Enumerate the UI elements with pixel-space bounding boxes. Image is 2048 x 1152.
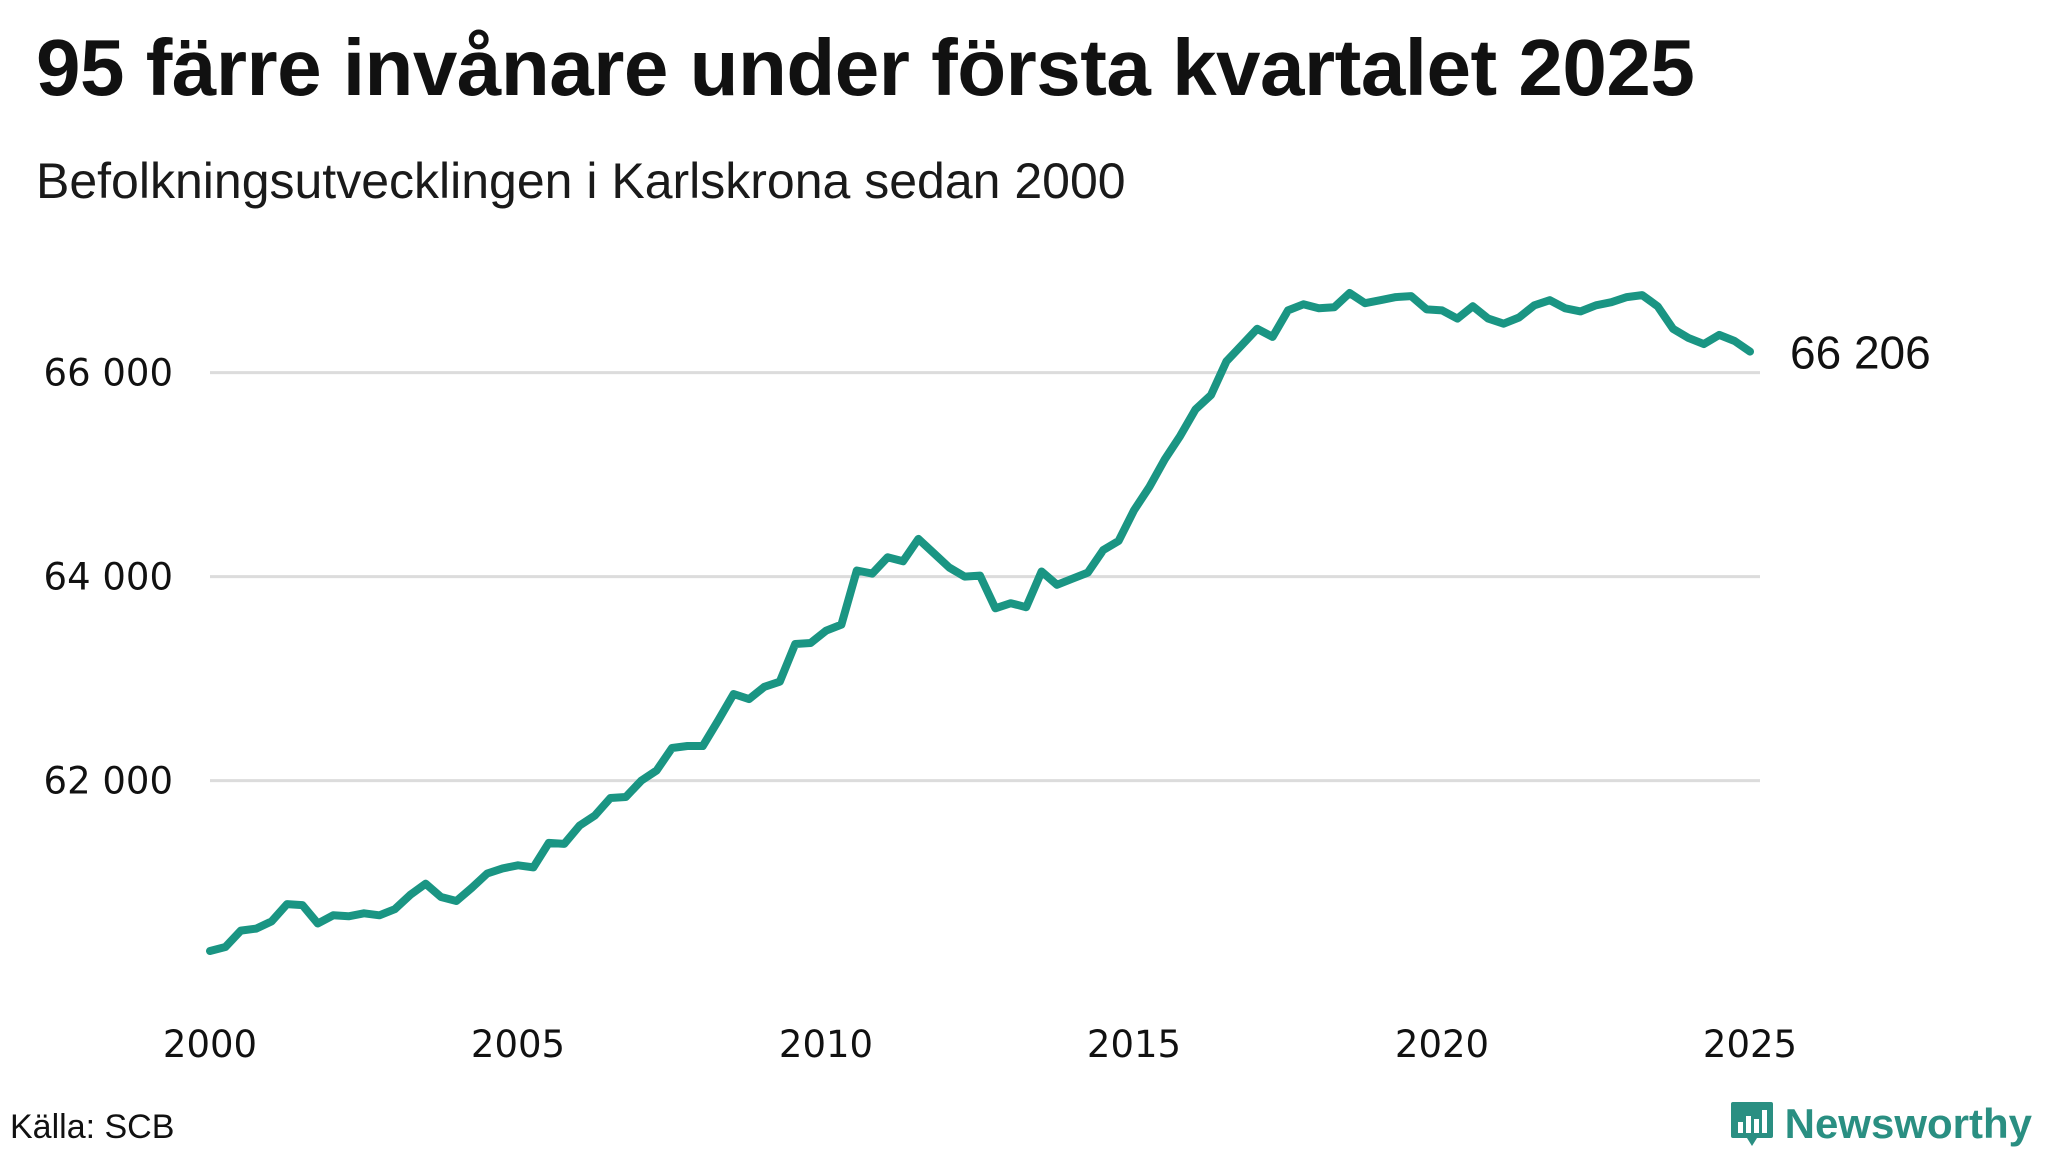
data-series (206, 289, 1754, 955)
brand-logo[interactable]: Newsworthy (1729, 1100, 2032, 1148)
x-tick-label: 2025 (1703, 1023, 1797, 1066)
chart-title: 95 färre invånare under första kvartalet… (36, 23, 1695, 112)
y-tick-label: 62 000 (44, 760, 173, 803)
x-tick-label: 2020 (1395, 1023, 1489, 1066)
x-tick-label: 2000 (163, 1023, 257, 1066)
x-axis-tick-labels: 2000 2005 2010 2015 2020 2025 (163, 1023, 1797, 1066)
newsworthy-logo-icon (1730, 1102, 1773, 1146)
x-tick-label: 2005 (471, 1023, 565, 1066)
annotations: 66 206 (1790, 327, 1931, 379)
chart-subtitle: Befolkningsutvecklingen i Karlskrona sed… (36, 153, 1126, 209)
y-tick-label: 64 000 (44, 556, 173, 599)
gridlines (210, 371, 1760, 783)
x-tick-label: 2010 (779, 1023, 873, 1066)
end-value-label: 66 206 (1790, 327, 1931, 379)
population-line (206, 289, 1754, 955)
y-tick-label: 66 000 (44, 352, 173, 395)
y-axis-tick-labels: 62 000 64 000 66 000 (44, 352, 173, 803)
brand-name: Newsworthy (1784, 1100, 2032, 1147)
x-tick-label: 2015 (1087, 1023, 1181, 1066)
source-note: Källa: SCB (10, 1108, 175, 1146)
